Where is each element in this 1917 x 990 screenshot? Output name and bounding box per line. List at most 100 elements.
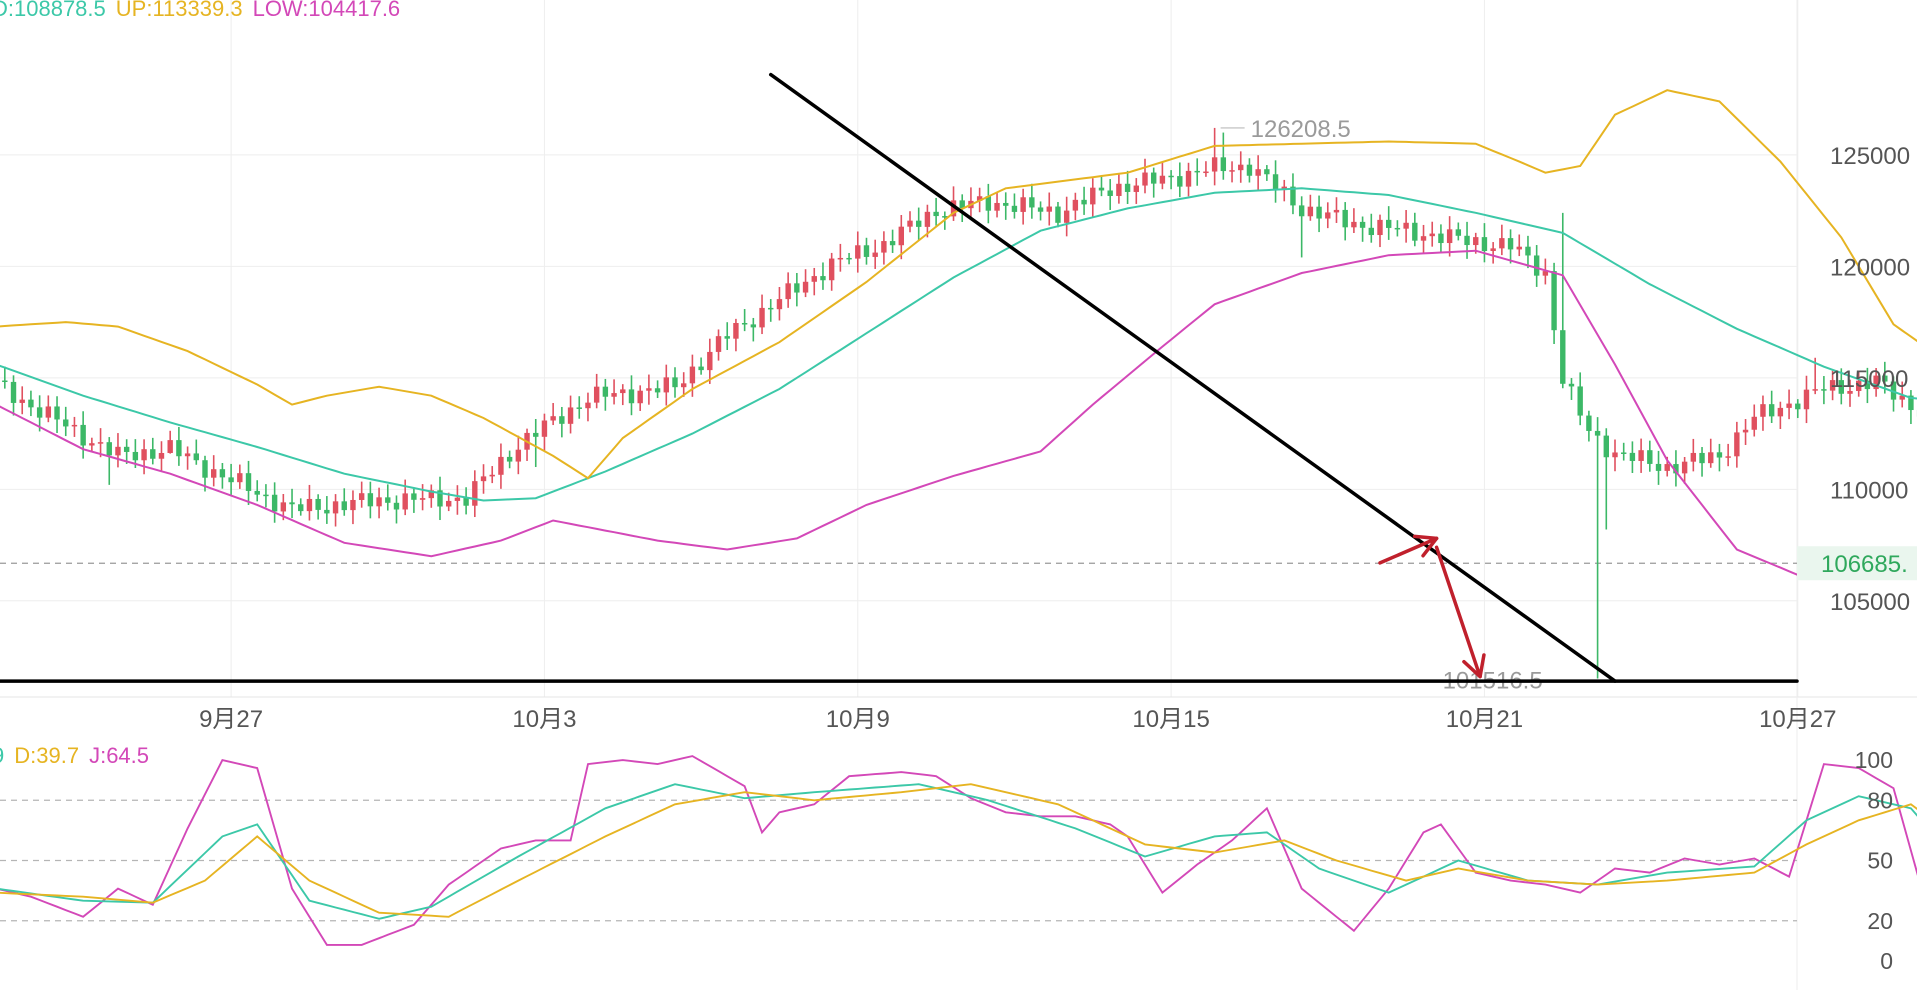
candle [654,388,661,393]
candle [924,211,931,227]
candle [750,324,757,328]
candle [602,386,609,397]
candle [1124,183,1131,192]
candle [115,446,121,456]
candle [1107,190,1113,196]
candle [97,442,104,444]
candle [1246,164,1253,176]
candle [1420,236,1427,241]
candle [167,440,173,454]
last-price-label: 106685. [1821,551,1908,578]
candle [1116,183,1122,196]
candle [1063,210,1070,223]
candle [1908,395,1914,411]
candle [707,351,713,371]
candle [150,449,156,459]
candle [123,446,130,452]
candle [628,389,635,404]
candle [1290,186,1296,206]
candle [402,493,408,510]
candle [872,252,878,257]
x-tick-label: 10月27 [1759,706,1836,733]
candle [1272,174,1279,191]
boll-legend: D:108878.5 UP:113339.3 LOW:104417.6 [0,0,410,21]
candle [1760,404,1766,417]
y-tick-label: 105000 [1830,589,1910,616]
candle [637,390,643,404]
candle [1455,229,1462,236]
candle [533,432,539,437]
candle [837,257,844,260]
candle [193,453,199,461]
candle [1403,222,1409,229]
candle [1438,233,1444,244]
candle [1090,187,1096,205]
candle [1899,395,1905,400]
candle [71,424,78,427]
candle [1768,404,1775,417]
candle [63,419,69,427]
y-tick-label: 115000 [1830,366,1908,393]
candle [576,407,582,409]
candle [1029,197,1035,208]
y-tick-label: 125000 [1830,143,1910,170]
candle [367,493,374,507]
candle [1298,205,1305,217]
candle [254,490,260,495]
kdj-tick-label: 80 [1867,787,1893,813]
candle [681,383,687,388]
candle [376,497,382,507]
candle [2,380,8,383]
candle [698,366,704,371]
candle [1238,164,1244,171]
candle [994,202,1000,211]
candle [1037,207,1044,212]
candle [1864,380,1871,390]
candle [1725,456,1731,458]
candle [1055,206,1061,223]
candle [1586,415,1592,431]
candle [820,276,826,281]
candle [916,220,922,227]
candle [1386,219,1392,228]
candle [1072,199,1079,211]
candle [889,241,896,246]
candle [715,336,722,352]
boll-low-value: LOW:104417.6 [252,0,401,21]
candle [1690,452,1697,462]
boll-up-value: UP:113339.3 [115,0,243,21]
candle [1342,209,1348,228]
candle [132,451,139,461]
candle [1325,212,1331,219]
candle [1577,386,1583,416]
candle [158,453,165,459]
candle [385,497,391,503]
candle [463,497,469,506]
candle [289,502,295,505]
candle [1133,185,1139,192]
candle [1882,375,1888,382]
candle [794,283,800,293]
candle [1664,464,1670,471]
candle [1098,187,1105,191]
candle [419,498,426,500]
candle [1255,169,1261,176]
candle [358,493,365,500]
candle [1638,450,1644,461]
candle [550,416,556,421]
candle [1473,237,1479,246]
candle [454,497,461,501]
kdj-tick-label: 20 [1867,908,1893,934]
candle [611,393,617,397]
candle [828,258,835,281]
candle [1003,202,1009,206]
candle [1142,172,1148,186]
candle [1568,383,1575,387]
kdj-tick-label: 50 [1867,848,1893,874]
candle [1307,206,1314,217]
candle [1621,452,1627,454]
candle [1446,229,1453,244]
candle [280,502,287,512]
drop-arrow-icon [1462,653,1486,679]
